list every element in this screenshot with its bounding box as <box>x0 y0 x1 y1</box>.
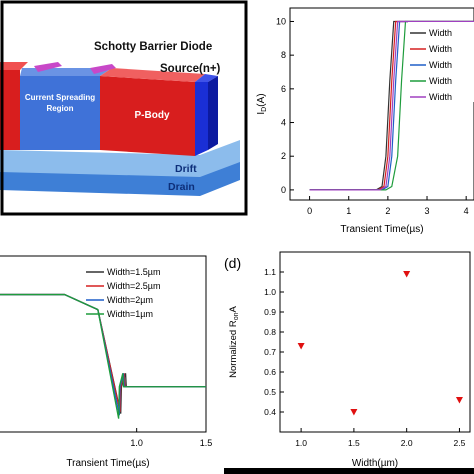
chart-b-ylabel: ID(A) <box>256 93 268 114</box>
pbody-label: P-Body <box>135 110 170 121</box>
chart-b-ylabel-main: I <box>256 112 267 115</box>
chart-d-xlabel: Width(µm) <box>352 458 398 469</box>
drain-label: Drain <box>168 181 195 193</box>
chart-d-ytick-label: 0.6 <box>264 367 276 377</box>
chart-d-svg: (d) 1.0 1.5 2.0 2.5 0.4 0.5 0.6 0.7 0.8 0.9 1.0 1.1… <box>224 251 471 469</box>
chart-b-legend-label: Width <box>429 28 452 38</box>
source-label: Source(n+) <box>160 63 221 75</box>
chart-b-svg: 0 1 2 3 4 0 2 4 6 8 10 Width Width Width Width Width T… <box>256 7 474 235</box>
source-side <box>208 76 218 150</box>
chart-b-xtick-label: 0 <box>307 206 312 216</box>
chart-c-series-line <box>0 293 206 414</box>
chart-d-ylabel: Normalized RonA <box>228 306 240 378</box>
drift-label: Drift <box>175 163 197 175</box>
chart-b-plot-frame <box>289 7 474 201</box>
csr-label-line1: Current Spreading <box>25 93 95 102</box>
chart-d-ytick-label: 0.9 <box>264 307 276 317</box>
chart-b-ylabel-unit: (A) <box>256 93 267 106</box>
chart-b-xtick-label: 4 <box>464 206 469 216</box>
chart-b-legend-label: Width <box>429 44 452 54</box>
chart-d-xtick-label: 1.5 <box>348 438 360 448</box>
panel-d-bottom-bar <box>224 468 474 474</box>
csr-region <box>20 76 100 150</box>
chart-d-ytick-label: 0.7 <box>264 347 276 357</box>
chart-d-ytick-label: 0.4 <box>264 407 276 417</box>
chart-b-ytick-label: 0 <box>281 185 286 195</box>
pbody-left <box>0 70 20 150</box>
chart-b-xtick-label: 2 <box>385 206 390 216</box>
chart-b-legend-label: Width <box>429 92 452 102</box>
chart-d-ylabel-tail: A <box>228 306 239 313</box>
chart-d-ylabel-sub: on <box>233 312 240 320</box>
panel-c-chart: 1.0 1.5 Width=1.5µm Width=2.5µm Width=2µm Wi… <box>0 240 224 474</box>
chart-b-legend-box <box>408 22 474 102</box>
chart-c-legend-label: Width=2.5µm <box>107 281 160 291</box>
chart-d-ytick-label: 0.5 <box>264 387 276 397</box>
drift-layer <box>0 140 240 177</box>
chart-d-point <box>350 409 358 416</box>
chart-b-ytick-label: 6 <box>281 84 286 94</box>
chart-d-xtick-label: 2.0 <box>401 438 413 448</box>
chart-b-ytick-label: 10 <box>276 16 286 26</box>
chart-b-ytick-label: 8 <box>281 50 286 60</box>
chart-d-ytick-label: 1.0 <box>264 287 276 297</box>
chart-c-series-line <box>0 293 206 413</box>
panel-d-chart: (d) 1.0 1.5 2.0 2.5 0.4 0.5 0.6 0.7 0.8 0.9 1.0 1.1… <box>224 240 474 474</box>
chart-d-point <box>403 271 411 278</box>
chart-b-xtick-label: 1 <box>346 206 351 216</box>
chart-c-series-line <box>0 293 206 416</box>
pbody-right <box>100 76 195 156</box>
source-region <box>195 78 208 156</box>
chart-c-legend-label: Width=2µm <box>107 295 153 305</box>
drain-layer <box>0 160 240 196</box>
chart-b-series-line <box>309 20 474 191</box>
pbody-left-top <box>0 62 28 70</box>
chart-c-plot-frame <box>0 255 207 433</box>
panel-b-chart: 0 1 2 3 4 0 2 4 6 8 10 Width Width Width Width Width T… <box>250 0 474 240</box>
panel-a-device-schematic: Schotty Barrier Diode Source(n+) Current… <box>0 0 250 218</box>
chart-c-xlabel: Transient Time(µs) <box>66 458 149 469</box>
pbody-right-top <box>100 68 205 82</box>
device-svg: Schotty Barrier Diode Source(n+) Current… <box>0 0 250 218</box>
chart-d-ytick-label: 1.1 <box>264 267 276 277</box>
chart-d-ytick-label: 0.8 <box>264 327 276 337</box>
chart-c-xtick-label: 1.5 <box>200 438 213 448</box>
chart-d-plot-frame <box>279 251 471 433</box>
chart-b-legend-label: Width <box>429 76 452 86</box>
chart-d-point <box>297 343 305 350</box>
chart-b-ylabel-sub: D <box>261 107 268 112</box>
sbd-label: Schotty Barrier Diode <box>94 41 212 53</box>
chart-c-svg: 1.0 1.5 Width=1.5µm Width=2.5µm Width=2µm Wi… <box>0 255 213 469</box>
metal-contact-left <box>34 62 62 72</box>
chart-b-ytick-label: 2 <box>281 151 286 161</box>
chart-b-xlabel: Transient Time(µs) <box>340 224 423 235</box>
panel-a-frame <box>0 0 248 216</box>
chart-c-legend-label: Width=1µm <box>107 309 153 319</box>
chart-b-legend-label: Width <box>429 60 452 70</box>
chart-b-xtick-label: 3 <box>425 206 430 216</box>
chart-c-series-line <box>0 293 206 419</box>
source-top <box>195 74 218 82</box>
chart-d-ylabel-main: Normalized R <box>228 320 239 378</box>
csr-label-line2: Region <box>46 104 73 113</box>
metal-contact-right <box>90 64 116 74</box>
chart-b-ytick-label: 4 <box>281 118 286 128</box>
chart-d-panel-label: (d) <box>224 255 241 271</box>
chart-c-xtick-label: 1.0 <box>130 438 143 448</box>
chart-d-xtick-label: 1.0 <box>295 438 307 448</box>
chart-d-xtick-label: 2.5 <box>454 438 466 448</box>
chart-d-point <box>455 397 463 404</box>
chart-c-legend-label: Width=1.5µm <box>107 267 160 277</box>
